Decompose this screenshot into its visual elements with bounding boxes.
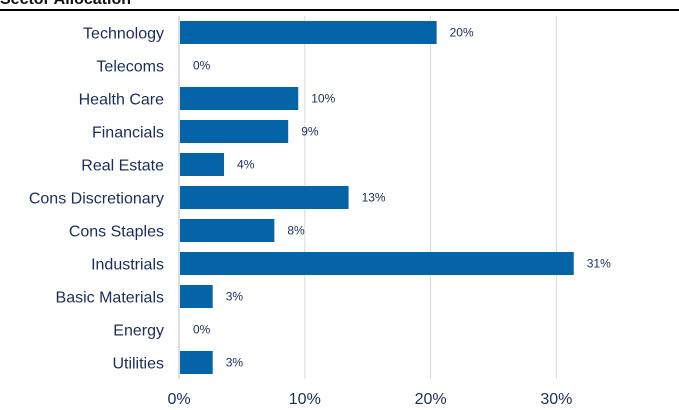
- x-tick-label: 20%: [415, 391, 447, 408]
- category-label: Telecoms: [96, 59, 164, 76]
- bar-health-care: [180, 87, 299, 110]
- value-label: 3%: [226, 290, 244, 304]
- bar-real-estate: [180, 153, 225, 176]
- category-label: Health Care: [79, 92, 164, 109]
- x-tick-label: 10%: [289, 391, 321, 408]
- bars: [180, 21, 574, 374]
- value-label: 8%: [287, 224, 305, 238]
- bar-technology: [180, 21, 437, 44]
- value-label: 20%: [450, 26, 474, 40]
- category-label: Real Estate: [81, 158, 164, 175]
- bar-industrials: [180, 252, 574, 275]
- value-label: 13%: [362, 191, 386, 205]
- labels: 0% 10% 20% 30% Technology 20% Telecoms 0% Health…: [29, 26, 611, 409]
- bar-utilities: [180, 351, 213, 374]
- value-label: 10%: [311, 92, 335, 106]
- category-label: Cons Discretionary: [29, 191, 164, 208]
- value-label: 31%: [587, 257, 611, 271]
- category-label: Energy: [113, 323, 164, 340]
- category-label: Basic Materials: [56, 290, 164, 307]
- category-label: Utilities: [112, 356, 164, 373]
- chart-title: Sector Allocation: [0, 0, 131, 9]
- category-label: Industrials: [91, 257, 164, 274]
- value-label: 0%: [193, 59, 211, 73]
- x-tick-label: 0%: [167, 391, 190, 408]
- bar-basic-materials: [180, 285, 213, 308]
- category-label: Financials: [92, 125, 164, 142]
- category-label: Cons Staples: [69, 224, 164, 241]
- bar-cons-discretionary: [180, 186, 349, 209]
- value-label: 9%: [301, 125, 319, 139]
- value-label: 0%: [193, 323, 211, 337]
- bar-cons-staples: [180, 219, 275, 242]
- title-underline: [0, 9, 679, 11]
- category-label: Technology: [83, 26, 164, 43]
- value-label: 4%: [237, 158, 255, 172]
- value-label: 3%: [226, 356, 244, 370]
- bar-financials: [180, 120, 289, 143]
- x-tick-label: 30%: [540, 391, 572, 408]
